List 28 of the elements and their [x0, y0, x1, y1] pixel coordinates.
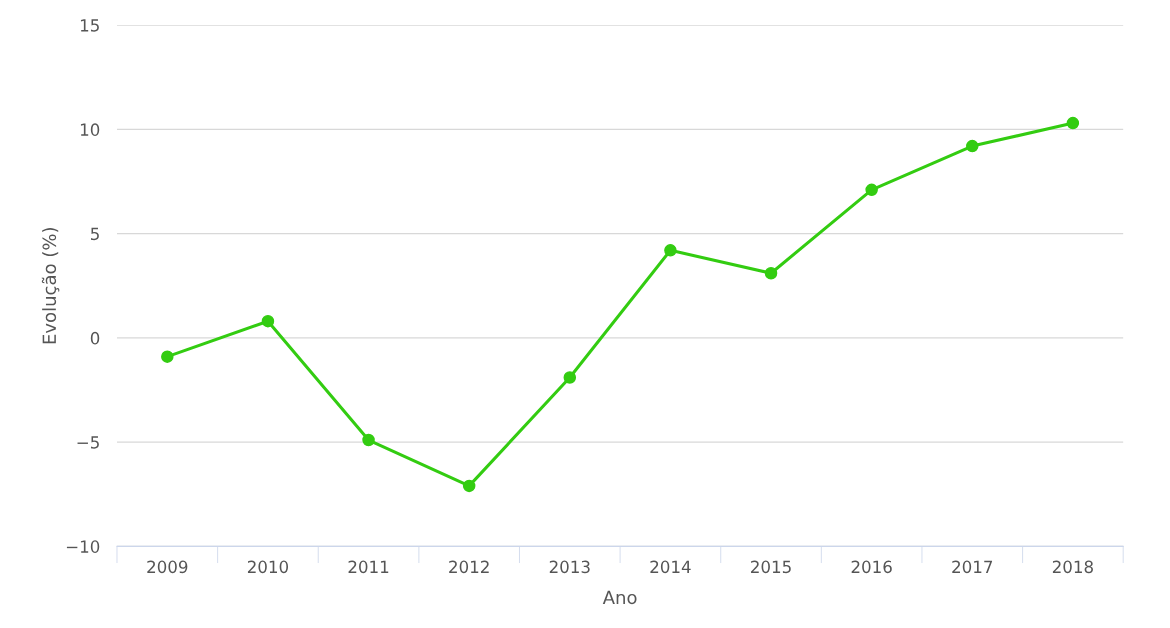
point — [865, 183, 878, 197]
x-tick-label: 2011 — [348, 560, 389, 574]
y-tick-label: 15 — [80, 19, 99, 32]
x-tick-label: 2018 — [1052, 560, 1093, 574]
x-tick-label: 2010 — [247, 560, 289, 574]
y-tick-label: 10 — [80, 123, 100, 136]
y-tick-label: 5 — [91, 227, 99, 241]
x-axis-title: Ano — [602, 590, 637, 605]
point — [563, 371, 577, 384]
x-tick-label: 2013 — [549, 560, 590, 574]
point — [1066, 116, 1080, 130]
x-tick-label: 2016 — [851, 560, 892, 574]
x-tick-label: 2014 — [650, 560, 691, 574]
x-tick-label: 2009 — [147, 560, 188, 574]
point — [966, 139, 979, 153]
point — [161, 350, 174, 363]
y-axis-title: Evolução (%) — [41, 227, 60, 344]
point — [462, 479, 476, 493]
x-tick-label: 2017 — [952, 560, 993, 574]
y-tick-label: 0 — [90, 331, 100, 345]
y-tick-label: −10 — [66, 540, 100, 553]
y-tick-label: −5 — [77, 436, 99, 449]
point — [664, 244, 677, 257]
point — [362, 433, 375, 447]
x-tick-label: 2012 — [449, 560, 489, 574]
point — [261, 314, 275, 328]
point — [764, 266, 778, 280]
x-tick-label: 2015 — [751, 560, 791, 574]
